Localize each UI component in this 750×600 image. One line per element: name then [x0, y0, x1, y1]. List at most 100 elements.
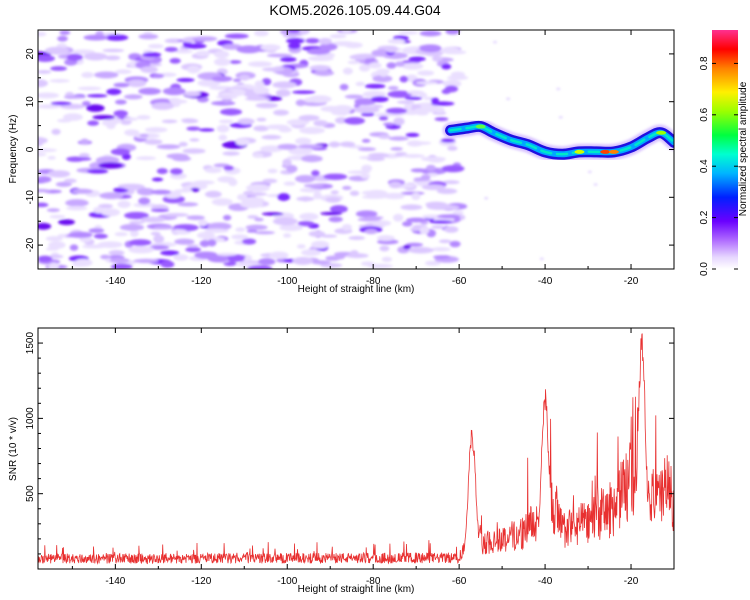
noise-blob	[138, 197, 151, 205]
noise-blob	[77, 86, 102, 91]
noise-blob	[173, 254, 189, 261]
noise-blob	[65, 199, 89, 207]
noise-blob	[133, 202, 157, 208]
bottom-x-tick-label: -60	[452, 576, 467, 587]
noise-blob	[153, 225, 175, 230]
noise-blob	[135, 156, 157, 161]
noise-blob	[368, 152, 390, 158]
noise-blob	[396, 100, 415, 104]
noise-blob	[45, 247, 59, 251]
noise-blob	[246, 183, 270, 192]
noise-region	[38, 30, 598, 269]
noise-blob	[176, 77, 195, 83]
noise-blob	[347, 60, 361, 65]
noise-blob	[387, 90, 413, 98]
noise-blob	[57, 234, 67, 238]
noise-blob	[220, 108, 243, 116]
noise-blob	[399, 75, 409, 83]
noise-blob	[275, 89, 291, 97]
noise-blob	[364, 216, 384, 220]
noise-blob	[88, 228, 105, 234]
noise-blob	[38, 137, 48, 145]
noise-blob	[256, 117, 267, 122]
noise-blob	[288, 42, 301, 50]
snr-series-line	[38, 333, 674, 565]
noise-blob	[311, 260, 331, 265]
noise-blob	[334, 117, 348, 124]
noise-blob	[218, 134, 228, 141]
noise-blob	[305, 38, 320, 44]
noise-blob	[104, 55, 121, 61]
noise-blob	[288, 147, 313, 155]
noise-blob	[419, 226, 430, 235]
noise-blob	[98, 162, 124, 169]
bottom-y-tick-label: 500	[25, 485, 36, 502]
bottom-x-tick-label: -120	[191, 576, 211, 587]
noise-blob	[183, 91, 201, 97]
noise-blob	[177, 202, 199, 207]
noise-blob	[150, 208, 170, 212]
noise-blob	[379, 70, 389, 77]
noise-blob	[441, 63, 452, 70]
noise-blob	[58, 219, 75, 226]
colorbar-tick-label: 0.8	[699, 56, 710, 70]
noise-blob	[401, 154, 425, 158]
top-y-axis-label: Frequency (Hz)	[8, 115, 19, 184]
noise-blob	[402, 62, 424, 70]
top-x-tick-label: -40	[538, 276, 553, 287]
noise-blob	[98, 203, 113, 209]
noise-blob	[328, 216, 343, 223]
noise-blob	[121, 153, 131, 160]
noise-blob	[207, 222, 232, 231]
noise-blob	[260, 145, 283, 153]
noise-blob	[86, 104, 105, 112]
noise-blob	[376, 235, 395, 242]
noise-blob	[295, 137, 312, 145]
noise-blob	[318, 37, 332, 45]
noise-blob	[87, 120, 99, 126]
noise-blob	[117, 183, 144, 189]
noise-blob	[254, 231, 275, 235]
noise-blob	[106, 123, 116, 130]
noise-blob	[261, 134, 282, 140]
noise-blob	[433, 204, 460, 210]
noise-blob	[219, 92, 237, 97]
noise-blob	[95, 156, 120, 165]
noise-blob	[420, 174, 431, 181]
noise-blob	[166, 153, 189, 159]
noise-blob	[372, 75, 393, 83]
trace-hotspot	[600, 149, 611, 154]
noise-blob	[440, 138, 456, 143]
noise-blob	[216, 124, 230, 133]
noise-blob	[272, 81, 297, 89]
noise-blob	[160, 260, 175, 268]
noise-blob	[38, 104, 61, 109]
noise-blob	[388, 181, 402, 189]
noise-blob	[247, 215, 259, 219]
signal-trace	[442, 118, 674, 163]
noise-blob	[129, 229, 139, 238]
noise-speck	[593, 183, 598, 186]
noise-blob	[138, 33, 159, 40]
noise-blob	[117, 200, 131, 209]
noise-blob	[447, 145, 458, 151]
noise-blob	[313, 70, 335, 76]
noise-blob	[169, 58, 181, 64]
noise-blob	[150, 189, 172, 195]
bottom-x-ticks: -140 -120 -100 -80 -60 -40 -20	[71, 328, 675, 587]
noise-blob	[411, 192, 421, 201]
noise-blob	[354, 98, 376, 106]
noise-blob	[262, 178, 278, 184]
noise-blob	[361, 112, 375, 117]
noise-blob	[286, 164, 298, 173]
noise-blob	[296, 244, 306, 249]
noise-blob	[224, 33, 249, 39]
noise-blob	[231, 234, 249, 240]
colorbar-label: Normalized spectral amplitude	[738, 81, 749, 216]
noise-blob	[354, 106, 380, 114]
noise-blob	[379, 245, 390, 252]
noise-blob	[442, 79, 462, 88]
trace-hotspot	[475, 124, 486, 129]
noise-blob	[151, 102, 175, 110]
